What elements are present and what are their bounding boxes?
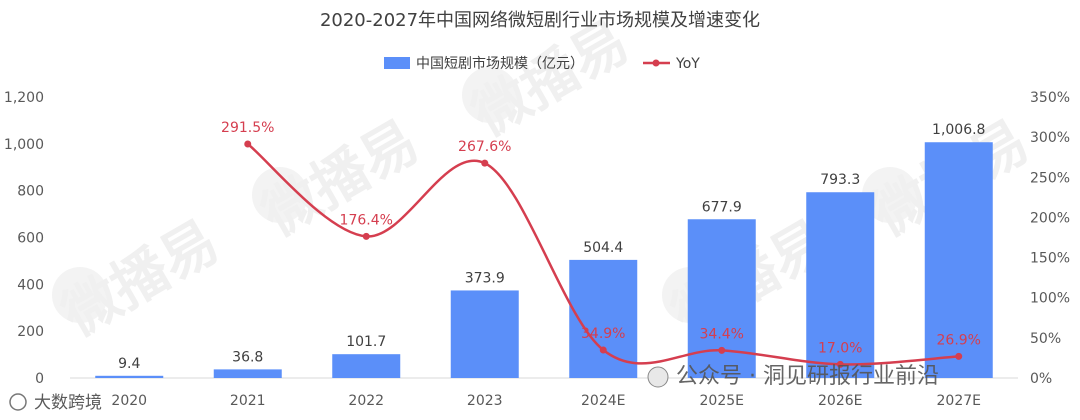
y-left-tick-label: 800	[17, 184, 44, 200]
bar-data-label: 36.8	[232, 349, 263, 365]
yoy-point	[481, 159, 489, 167]
source-left: 大数跨境	[9, 393, 102, 413]
bar	[569, 259, 638, 378]
legend-line-marker	[652, 59, 660, 67]
data-labels: 9.4 36.8 101.7 373.9 504.4 677.9 793.3 1,006.8 2…	[118, 120, 985, 372]
y-left-tick-label: 200	[17, 324, 44, 340]
bar-data-label: 677.9	[702, 199, 742, 215]
sina-icon	[9, 393, 27, 411]
yoy-line	[244, 140, 963, 368]
bar-data-label: 101.7	[346, 334, 386, 350]
yoy-point	[244, 140, 252, 148]
watermark-logo-text: 微播易	[51, 209, 230, 350]
x-tick-label: 2024E	[581, 393, 625, 409]
x-tick-label: 2021	[230, 393, 266, 409]
legend-bar-swatch	[384, 57, 410, 69]
yoy-point	[718, 346, 726, 354]
y-left-tick-label: 1,200	[4, 90, 44, 106]
watermark-logo-icon	[252, 167, 308, 223]
y-right-tick-label: 250%	[1030, 170, 1070, 186]
legend-bar-label: 中国短剧市场规模（亿元）	[416, 55, 584, 72]
yoy-point	[955, 352, 963, 360]
bar-data-label: 9.4	[118, 356, 140, 372]
source-right: 公众号 · 洞见研报行业前沿	[647, 364, 939, 389]
y-right-tick-label: 0%	[1030, 371, 1052, 387]
bar-data-label: 793.3	[820, 172, 860, 188]
yoy-data-label: 291.5%	[221, 120, 274, 136]
y-right-tick-label: 50%	[1030, 331, 1061, 347]
y-left-tick-label: 400	[17, 277, 44, 293]
y-right-tick-label: 200%	[1030, 210, 1070, 226]
y-left-tick-label: 1,000	[4, 137, 44, 153]
y-left-tick-label: 600	[17, 231, 44, 247]
yoy-point	[362, 232, 370, 240]
bar	[924, 142, 993, 378]
legend-line-label: YoY	[675, 56, 700, 72]
wechat-icon	[647, 366, 669, 388]
x-tick-label: 2022	[348, 393, 384, 409]
bar-data-label: 1,006.8	[932, 122, 985, 138]
x-tick-label: 2020	[111, 393, 147, 409]
bar	[806, 192, 875, 378]
yoy-data-label: 34.9%	[581, 326, 625, 342]
yoy-point	[836, 360, 844, 368]
yoy-data-label: 176.4%	[340, 212, 393, 228]
yoy-data-label: 34.4%	[700, 326, 744, 342]
x-tick-label: 2023	[467, 393, 503, 409]
x-tick-label: 2027E	[937, 393, 981, 409]
y-left-tick-label: 0	[35, 371, 44, 387]
yoy-data-label: 17.0%	[818, 340, 862, 356]
watermark-logo-icon	[462, 67, 518, 123]
bar	[332, 354, 401, 378]
yoy-data-label: 267.6%	[458, 139, 511, 155]
yoy-point	[599, 346, 607, 354]
bar-data-label: 504.4	[583, 240, 623, 256]
x-tick-label: 2026E	[818, 393, 862, 409]
bar	[95, 375, 164, 378]
source-right-text: 公众号 · 洞见研报行业前沿	[676, 364, 939, 389]
watermark-logo-icon	[862, 167, 918, 223]
x-tick-label: 2025E	[700, 393, 744, 409]
bar	[213, 369, 282, 378]
legend: 中国短剧市场规模（亿元） YoY	[384, 55, 700, 72]
watermark-logo-icon	[52, 267, 108, 323]
chart-title: 2020-2027年中国网络微短剧行业市场规模及增速变化	[320, 10, 760, 31]
yoy-data-label: 26.9%	[937, 332, 981, 348]
bar	[450, 290, 519, 378]
bar	[687, 219, 756, 378]
y-right-tick-label: 300%	[1030, 130, 1070, 146]
y-right-tick-label: 150%	[1030, 251, 1070, 267]
y-right-tick-label: 350%	[1030, 90, 1070, 106]
bar-data-label: 373.9	[465, 270, 505, 286]
watermark-logo-text: 微播易	[251, 109, 430, 250]
source-left-text: 大数跨境	[34, 393, 102, 413]
y-right-tick-label: 100%	[1030, 291, 1070, 307]
